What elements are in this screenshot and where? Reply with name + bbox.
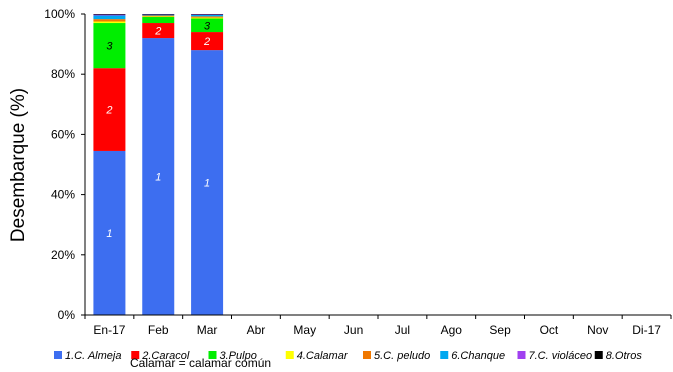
x-axis: En-17 Feb Mar Abr May Jun Jul Ago Sep Oct Nov Di-17 bbox=[84, 314, 672, 337]
bar-segment bbox=[191, 14, 224, 17]
y-tick-label: 40% bbox=[51, 188, 75, 202]
legend-swatch bbox=[440, 351, 449, 359]
bar-segment bbox=[191, 17, 224, 19]
bar-segment bbox=[142, 23, 175, 39]
bar-segment bbox=[142, 14, 175, 15]
legend-swatch bbox=[285, 351, 294, 359]
legend-swatch bbox=[131, 351, 140, 359]
x-tick-label: Sep bbox=[489, 323, 511, 337]
x-tick-label: Feb bbox=[148, 323, 169, 337]
legend-swatch bbox=[54, 351, 62, 359]
bar-segment bbox=[191, 14, 224, 15]
x-tick-label: En-17 bbox=[93, 323, 125, 337]
x-tick-label: Jun bbox=[344, 323, 363, 337]
segment-label: 2 bbox=[203, 36, 210, 48]
y-tick-label: 0% bbox=[58, 308, 76, 322]
legend-swatch bbox=[594, 351, 603, 359]
legend-label: 4.Calamar bbox=[297, 350, 349, 362]
bar-segment bbox=[93, 19, 126, 22]
legend-label: 3.Pulpo bbox=[220, 350, 257, 362]
legend: 1.C. Almeja 2.Caracol 3.Pulpo 4.Calamar 5.C.… bbox=[54, 350, 642, 362]
legend-label: 5.C. peludo bbox=[374, 350, 430, 362]
bar-segment bbox=[93, 14, 126, 16]
segment-label: 1 bbox=[106, 228, 112, 240]
y-tick-label: 80% bbox=[51, 67, 75, 81]
bar-segment bbox=[142, 15, 175, 17]
bar-segment bbox=[93, 23, 126, 69]
x-tick-label: Di-17 bbox=[632, 323, 661, 337]
bar-segment bbox=[191, 32, 224, 51]
x-tick-label: Ago bbox=[441, 323, 463, 337]
bar-segment bbox=[142, 38, 175, 316]
x-tick-label: Mar bbox=[197, 323, 218, 337]
bar-segment bbox=[93, 14, 126, 15]
bar-segment bbox=[93, 68, 126, 151]
legend-note: Calamar = calamar común bbox=[130, 356, 271, 370]
x-tick-label: May bbox=[293, 323, 316, 337]
bar-segment bbox=[191, 14, 224, 15]
legend-label: 2.Caracol bbox=[141, 350, 190, 362]
bars: 1 2 3 1 2 1 2 3 bbox=[93, 14, 224, 316]
x-tick-label: Jul bbox=[395, 323, 410, 337]
segment-label: 1 bbox=[204, 178, 210, 190]
y-tick-label: 100% bbox=[44, 7, 75, 21]
legend-swatch bbox=[517, 351, 526, 359]
legend-swatch bbox=[363, 351, 371, 359]
bar-segment bbox=[191, 50, 224, 316]
y-tick-label: 60% bbox=[51, 127, 75, 141]
segment-label: 2 bbox=[105, 105, 112, 117]
x-tick-label: Abr bbox=[247, 323, 266, 337]
y-axis-label: Desembarque (%) bbox=[8, 88, 29, 242]
bar-segment bbox=[93, 21, 126, 24]
y-axis: 0% 20% 40% 60% 80% 100% bbox=[44, 7, 86, 322]
x-tick-label: Oct bbox=[540, 323, 559, 337]
x-tick-label: Nov bbox=[587, 323, 608, 337]
segment-label: 3 bbox=[106, 41, 113, 53]
bar-segment bbox=[142, 14, 175, 16]
legend-label: 6.Chanque bbox=[451, 350, 505, 362]
bar-segment bbox=[93, 15, 126, 20]
segment-label: 1 bbox=[155, 172, 161, 184]
bar-segment bbox=[142, 16, 175, 18]
bar-segment bbox=[191, 16, 224, 18]
bar-segment bbox=[142, 14, 175, 15]
segment-label: 2 bbox=[154, 26, 161, 38]
legend-swatch bbox=[208, 351, 217, 359]
legend-label: 7.C. violáceo bbox=[529, 350, 593, 362]
bar-segment bbox=[93, 150, 126, 315]
y-tick-label: 20% bbox=[51, 248, 75, 262]
legend-label: 1.C. Almeja bbox=[65, 350, 121, 362]
bar-segment bbox=[191, 18, 224, 33]
bar-segment bbox=[142, 17, 175, 24]
segment-label: 3 bbox=[204, 20, 211, 32]
legend-label: 8.Otros bbox=[606, 350, 643, 362]
